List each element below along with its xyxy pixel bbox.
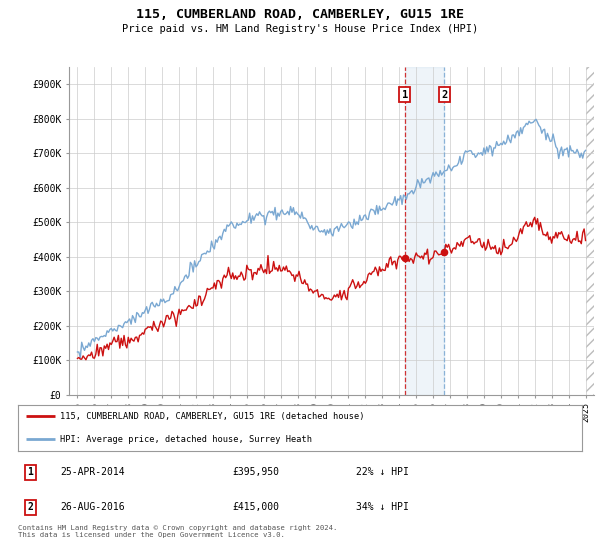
Bar: [586, 67, 600, 395]
Text: HPI: Average price, detached house, Surrey Heath: HPI: Average price, detached house, Surr…: [60, 435, 313, 444]
Text: 115, CUMBERLAND ROAD, CAMBERLEY, GU15 1RE (detached house): 115, CUMBERLAND ROAD, CAMBERLEY, GU15 1R…: [60, 412, 365, 421]
Text: £415,000: £415,000: [232, 502, 280, 512]
Text: 22% ↓ HPI: 22% ↓ HPI: [356, 468, 409, 477]
Text: 2: 2: [441, 90, 448, 100]
Text: 2: 2: [28, 502, 34, 512]
Text: £395,950: £395,950: [232, 468, 280, 477]
Text: 25-APR-2014: 25-APR-2014: [60, 468, 125, 477]
Bar: [404, 67, 444, 395]
Point: [400, 254, 409, 263]
Text: Contains HM Land Registry data © Crown copyright and database right 2024.
This d: Contains HM Land Registry data © Crown c…: [18, 525, 337, 538]
Text: 115, CUMBERLAND ROAD, CAMBERLEY, GU15 1RE: 115, CUMBERLAND ROAD, CAMBERLEY, GU15 1R…: [136, 8, 464, 21]
Point: [439, 247, 449, 256]
Text: 1: 1: [401, 90, 408, 100]
Text: 1: 1: [28, 468, 34, 477]
Text: Price paid vs. HM Land Registry's House Price Index (HPI): Price paid vs. HM Land Registry's House …: [122, 24, 478, 34]
Text: 34% ↓ HPI: 34% ↓ HPI: [356, 502, 409, 512]
Text: 26-AUG-2016: 26-AUG-2016: [60, 502, 125, 512]
